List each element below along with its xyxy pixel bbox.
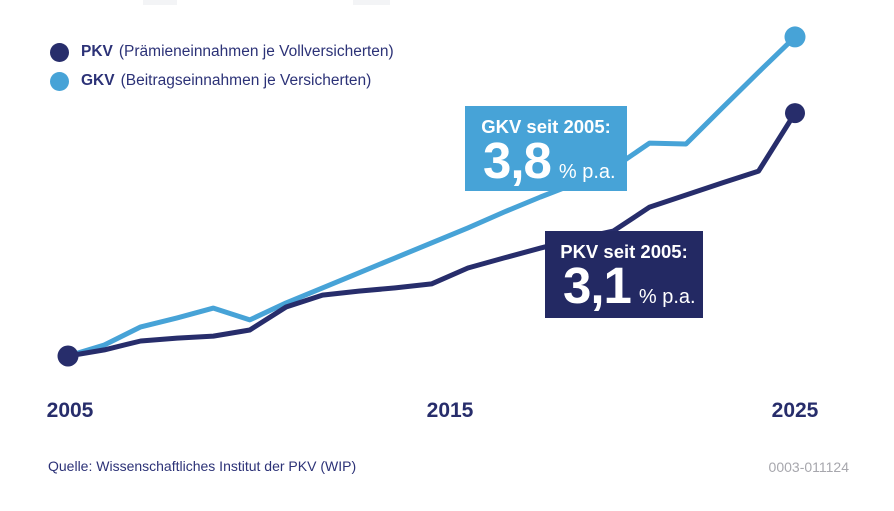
legend-item-pkv: PKV (Prämieneinnahmen je Vollversicherten… [50, 41, 394, 63]
legend-abbr-pkv: PKV [81, 43, 113, 60]
legend-label-gkv: GKV (Beitragseinnahmen je Versicherten) [81, 72, 371, 90]
legend-desc-gkv: (Beitragseinnahmen je Versicherten) [120, 72, 372, 89]
x-tick-2015: 2015 [426, 399, 474, 422]
gkv-callout-value-row: 3,8 % p.a. [465, 132, 627, 190]
pkv-callout-title: PKV seit 2005: [560, 241, 688, 262]
cropped-title-artifact [143, 0, 177, 5]
gkv-legend-dot-icon [50, 71, 69, 91]
legend: PKV (Prämieneinnahmen je Vollversicherten… [50, 41, 394, 99]
x-tick-2005: 2005 [46, 399, 94, 422]
pkv-callout-box: PKV seit 2005: 3,1 % p.a. [545, 231, 703, 318]
cropped-title-artifact [353, 0, 390, 5]
gkv-end-dot [784, 26, 806, 48]
x-tick-2025: 2025 [771, 399, 819, 422]
legend-item-gkv: GKV (Beitragseinnahmen je Versicherten) [50, 70, 394, 92]
gkv-callout-title: GKV seit 2005: [481, 116, 611, 137]
pkv-legend-dot-icon [50, 42, 69, 62]
document-code: 0003-011124 [768, 459, 849, 475]
pkv-callout-unit: % p.a. [638, 286, 696, 309]
pkv-callout-value-row: 3,1 % p.a. [545, 257, 703, 315]
series-start-dot [57, 345, 79, 367]
gkv-callout-box: GKV seit 2005: 3,8 % p.a. [465, 106, 627, 191]
gkv-callout-unit: % p.a. [558, 161, 616, 184]
legend-abbr-gkv: GKV [81, 72, 115, 89]
pkv-callout-value: 3,1 [563, 257, 632, 315]
source-note: Quelle: Wissenschaftliches Institut der … [48, 458, 357, 474]
gkv-line [65, 34, 798, 359]
legend-label-pkv: PKV (Prämieneinnahmen je Vollversicherten… [81, 43, 394, 61]
pkv-line [65, 110, 798, 359]
legend-desc-pkv: (Prämieneinnahmen je Vollversicherten) [118, 43, 394, 60]
gkv-callout-value: 3,8 [483, 132, 552, 190]
pkv-end-dot [785, 103, 805, 124]
